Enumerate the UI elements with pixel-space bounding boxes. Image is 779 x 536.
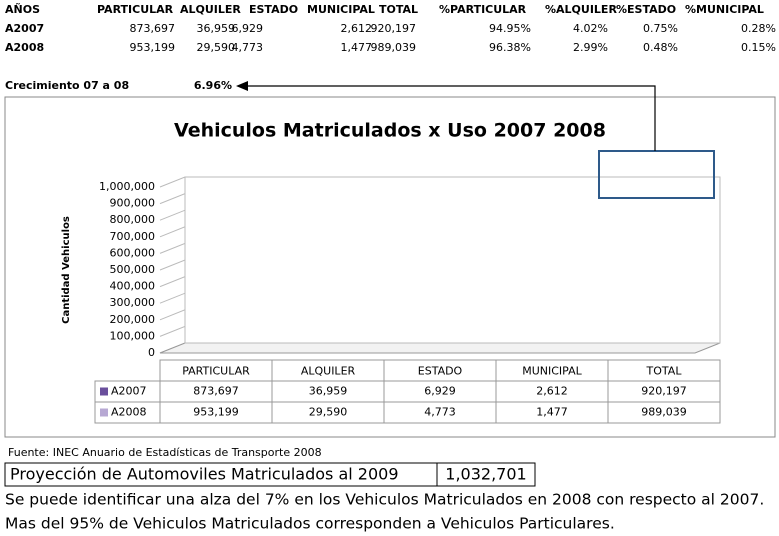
table-cell: 29,590 bbox=[197, 41, 236, 54]
arrow-head bbox=[236, 81, 248, 91]
table-header: MUNICIPAL bbox=[307, 3, 375, 16]
x-tick-label: TOTAL bbox=[646, 365, 683, 378]
table-cell: 873,697 bbox=[130, 22, 176, 35]
x-tick-label: ALQUILER bbox=[301, 365, 356, 378]
table-header: ESTADO bbox=[249, 3, 298, 16]
table-cell: 0.28% bbox=[741, 22, 776, 35]
table-cell: 0.15% bbox=[741, 41, 776, 54]
legend-label: A2007 bbox=[111, 385, 147, 398]
highlight-box bbox=[598, 150, 715, 199]
y-tick-label: 400,000 bbox=[110, 280, 156, 293]
table-cell: 94.95% bbox=[489, 22, 531, 35]
table-cell: 6,929 bbox=[232, 22, 264, 35]
y-tick-label: 300,000 bbox=[110, 296, 156, 309]
source: Fuente: INEC Anuario de Estadísticas de … bbox=[8, 446, 322, 459]
table-header: %MUNICIPAL bbox=[685, 3, 764, 16]
table-cell: 36,959 bbox=[197, 22, 236, 35]
y-tick-label: 1,000,000 bbox=[99, 180, 155, 193]
table-header: %ALQUILER bbox=[545, 3, 617, 16]
data-label: 989,039 bbox=[641, 406, 687, 419]
y-tick-label: 500,000 bbox=[110, 263, 156, 276]
table-cell: 953,199 bbox=[130, 41, 176, 54]
projection-value: 1,032,701 bbox=[445, 465, 526, 484]
growth-value: 6.96% bbox=[194, 79, 232, 92]
floor bbox=[159, 342, 721, 354]
note: Se puede identificar una alza del 7% en … bbox=[5, 491, 764, 509]
y-axis-label: Cantidad Vehiculos bbox=[61, 216, 72, 324]
data-table bbox=[94, 380, 721, 424]
table-cell: 2,612 bbox=[341, 22, 373, 35]
y-tick-label: 700,000 bbox=[110, 230, 156, 243]
table-cell: 96.38% bbox=[489, 41, 531, 54]
data-label: 873,697 bbox=[193, 385, 239, 398]
y-tick-label: 200,000 bbox=[110, 313, 156, 326]
y-tick-label: 0 bbox=[148, 346, 155, 359]
arrow-line bbox=[248, 85, 656, 151]
projection-value-cell bbox=[436, 462, 536, 487]
table-header: AÑOS bbox=[5, 3, 40, 16]
table-header: %ESTADO bbox=[616, 3, 676, 16]
back-wall bbox=[184, 176, 721, 344]
data-label: 953,199 bbox=[193, 406, 239, 419]
table-cell: 4,773 bbox=[232, 41, 264, 54]
table-cell: 1,477 bbox=[341, 41, 373, 54]
data-label: 920,197 bbox=[641, 385, 687, 398]
legend-swatch bbox=[100, 387, 108, 396]
legend-swatch bbox=[100, 408, 108, 417]
data-label: 1,477 bbox=[536, 406, 568, 419]
legend-label: A2008 bbox=[111, 406, 147, 419]
data-label: 2,612 bbox=[536, 385, 568, 398]
table-cell: 989,039 bbox=[371, 41, 417, 54]
table-cell: 920,197 bbox=[371, 22, 417, 35]
projection-label: Proyección de Automoviles Matriculados a… bbox=[10, 465, 399, 484]
table-cell: 4.02% bbox=[573, 22, 608, 35]
growth-label: Crecimiento 07 a 08 bbox=[5, 79, 129, 92]
table-header: PARTICULAR bbox=[97, 3, 174, 16]
row-label: A2008 bbox=[5, 41, 44, 54]
table-cell: 2.99% bbox=[573, 41, 608, 54]
data-label: 6,929 bbox=[424, 385, 456, 398]
table-cell: 0.75% bbox=[643, 22, 678, 35]
table-cell: 0.48% bbox=[643, 41, 678, 54]
table-header: %PARTICULAR bbox=[439, 3, 527, 16]
data-label: 29,590 bbox=[309, 406, 348, 419]
data-label: 4,773 bbox=[424, 406, 456, 419]
y-tick-label: 900,000 bbox=[110, 197, 156, 210]
x-tick-label: MUNICIPAL bbox=[522, 365, 582, 378]
y-tick-label: 800,000 bbox=[110, 213, 156, 226]
table-header: ALQUILER bbox=[180, 3, 241, 16]
y-tick-label: 100,000 bbox=[110, 329, 156, 342]
y-tick-label: 600,000 bbox=[110, 246, 156, 259]
note: Mas del 95% de Vehiculos Matriculados co… bbox=[5, 515, 615, 533]
row-label: A2007 bbox=[5, 22, 44, 35]
x-tick-label: ESTADO bbox=[418, 365, 463, 378]
data-label: 36,959 bbox=[309, 385, 348, 398]
chart-title: Vehiculos Matriculados x Uso 2007 2008 bbox=[174, 120, 606, 142]
x-tick-label: PARTICULAR bbox=[182, 365, 250, 378]
table-header: TOTAL bbox=[379, 3, 418, 16]
